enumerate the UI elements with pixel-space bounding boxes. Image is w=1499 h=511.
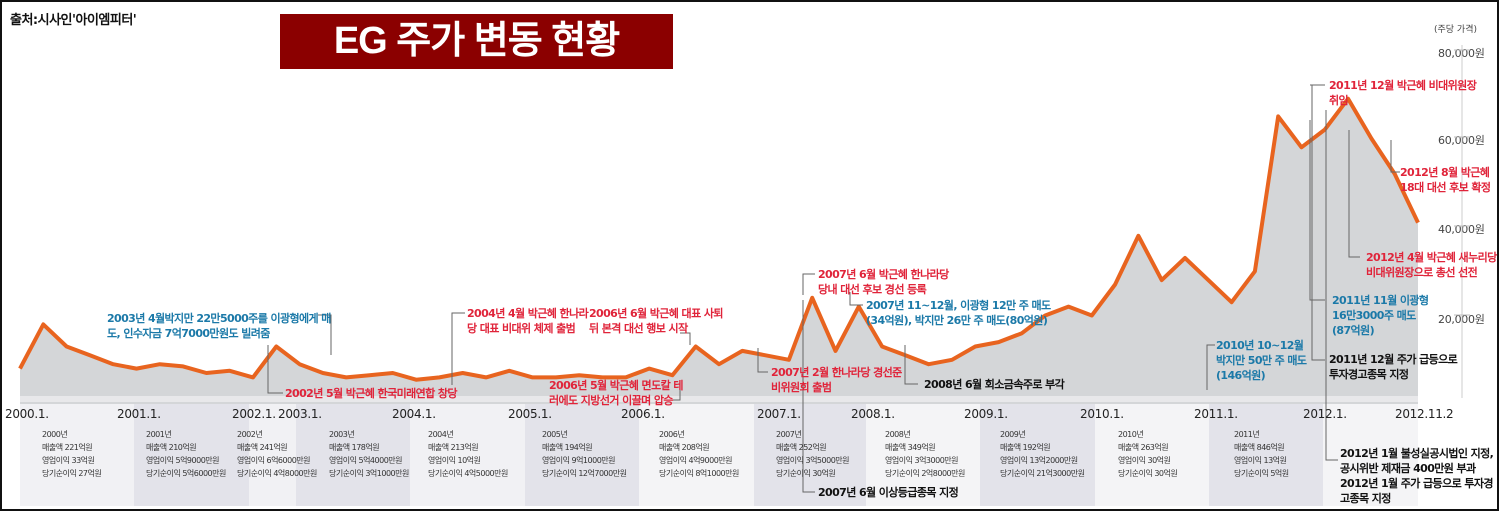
annotation-2011-12-warning: 2011년 12월 주가 급등으로 투자경고종목 지정	[1329, 353, 1458, 381]
annual-2002: 2002년 매출액 241억원 영업이익 6억6000만원 당기순이익 4억8000만…	[237, 430, 317, 478]
annual-2010: 2010년 매출액 263억원 영업이익 30억원 당기순이익 30억원	[1118, 430, 1178, 478]
annual-2000: 2000년 매출액 221억원 영업이익 33억원 당기순이익 27억원	[42, 430, 102, 478]
chart-title: EG 주가 변동 현황	[280, 14, 673, 69]
annotation-2004-4: 2004년 4월 박근혜 한나라 당 대표 비대위 체제 출범	[467, 307, 589, 335]
x-tick-2006: 2006.1.	[621, 407, 665, 421]
x-tick-2002: 2002.1.	[232, 407, 276, 421]
x-tick-2007: 2007.1.	[757, 407, 801, 421]
y-tick-40000: 40,000원	[1438, 223, 1485, 236]
leader-lines	[267, 84, 1400, 493]
annotation-2006-6: 2006년 6월 박근혜 대표 사퇴 뒤 본격 대선 행보 시작	[589, 307, 723, 335]
annotation-2006-5: 2006년 5월 박근혜 면도칼 테 러에도 지방선거 이끌며 압승	[549, 379, 683, 407]
x-tick-2003: 2003.1.	[278, 407, 322, 421]
annotation-2003-4: 2003년 4월박지만 22만5000주를 이광형에게 매 도, 인수자금 7억7…	[107, 312, 331, 340]
x-tick-2000: 2000.1.	[5, 407, 49, 421]
annual-2009: 2009년 매출액 192억원 영업이익 13억2000만원 당기순이익 21억300…	[1000, 430, 1085, 478]
annual-panels	[20, 400, 1418, 506]
annotation-2012-4: 2012년 4월 박근혜 새누리당 비대위원장으로 총선 선전	[1366, 251, 1497, 279]
annual-2004: 2004년 매출액 213억원 영업이익 10억원 당기순이익 4억5000만원	[428, 430, 508, 478]
annual-2001: 2001년 매출액 210억원 영업이익 5억9000만원 당기순이익 5억6000만…	[146, 430, 226, 478]
y-axis-unit: (주당 가격)	[1434, 25, 1478, 35]
y-tick-80000: 80,000원	[1438, 47, 1485, 60]
annotation-2012-8: 2012년 8월 박근혜 18대 대선 후보 확정	[1400, 166, 1491, 194]
price-line	[18, 96, 1420, 382]
x-tick-2008: 2008.1.	[851, 407, 895, 421]
annotation-2007-11: 2007년 11~12월, 이광형 12만 주 매도 (34억원), 박지만 26…	[866, 299, 1051, 327]
annual-2007: 2007년 매출액 252억원 영업이익 3억5000만원 당기순이익 30억원	[776, 430, 850, 478]
annotation-2011-12: 2011년 12월 박근혜 비대위원장 취임	[1329, 79, 1477, 107]
annotation-2007-6-designation: 2007년 6월 이상등급종목 지정	[818, 486, 959, 499]
x-tick-2012-11-2: 2012.11.2	[1395, 407, 1454, 421]
source-label: 출처:시사인'아이엠피터'	[10, 13, 137, 28]
annual-2011: 2011년 매출액 846억원 영업이익 13억원 당기순이익 5억원	[1234, 430, 1289, 478]
x-tick-2004: 2004.1.	[392, 407, 436, 421]
annotation-2008-6: 2008년 6월 회소금속주로 부각	[924, 378, 1065, 391]
x-tick-2001: 2001.1.	[117, 407, 161, 421]
y-tick-20000: 20,000원	[1438, 313, 1485, 326]
x-tick-2005: 2005.1.	[508, 407, 552, 421]
x-tick-2011: 2011.1.	[1194, 407, 1238, 421]
annotation-2007-2: 2007년 2월 한나라당 경선준 비위원회 출범	[771, 366, 902, 394]
annotation-2002-5: 2002년 5월 박근혜 한국미래연합 창당	[285, 387, 458, 400]
annual-2008: 2008년 매출액 349억원 영업이익 3억3000만원 당기순이익 2억8000만…	[885, 430, 965, 478]
x-tick-2012: 2012.1.	[1303, 407, 1347, 421]
price-area	[20, 98, 1418, 404]
annual-2003: 2003년 매출액 178억원 영업이익 5억4000만원 당기순이익 3억1000만…	[329, 430, 409, 478]
annual-2005: 2005년 매출액 194억원 영업이익 9억1000만원 당기순이익 12억7000…	[542, 430, 627, 478]
y-tick-60000: 60,000원	[1438, 134, 1485, 147]
annotation-2011-11: 2011년 11월 이광형 16만3000주 매도 (87억원)	[1332, 294, 1429, 337]
annotation-2007-6: 2007년 6월 박근혜 한나라당 당내 대선 후보 경선 등록	[818, 268, 949, 296]
annotation-2010-10: 2010년 10~12월 박지만 50만 주 매도 (146억원)	[1216, 339, 1307, 382]
x-tick-2009: 2009.1.	[964, 407, 1008, 421]
annotation-2012-1: 2012년 1월 불성실공시법인 지정, 공시위반 제재금 400만원 부과 201…	[1340, 447, 1494, 505]
x-tick-2010: 2010.1.	[1080, 407, 1124, 421]
annual-2006: 2006년 매출액 208억원 영업이익 4억9000만원 당기순이익 8억1000만…	[659, 430, 739, 478]
